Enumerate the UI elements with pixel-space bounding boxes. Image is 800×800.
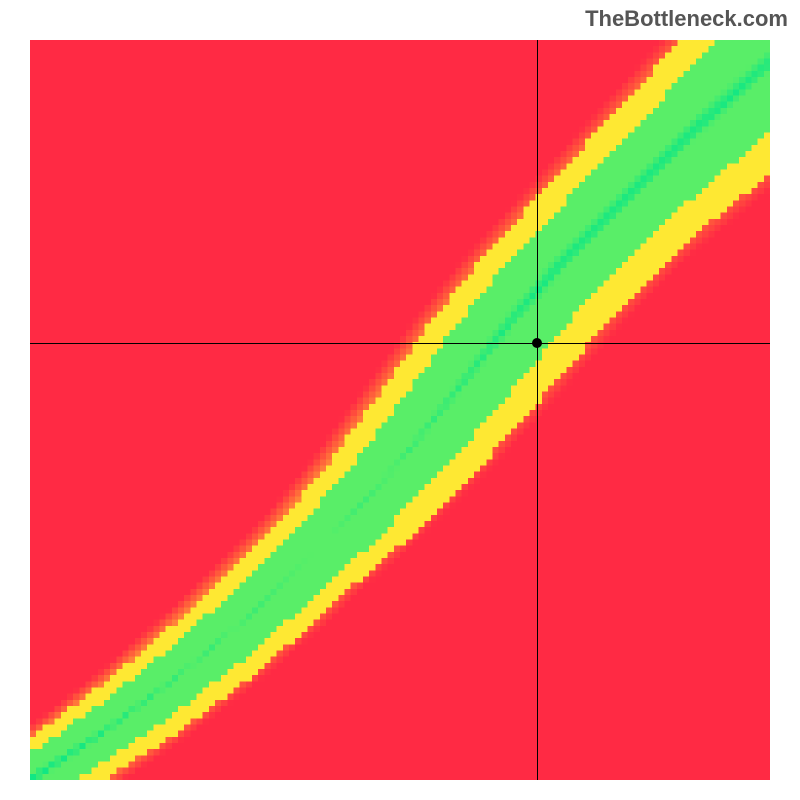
watermark-text: TheBottleneck.com: [585, 6, 788, 32]
crosshair-vertical: [537, 40, 538, 780]
crosshair-horizontal: [30, 343, 770, 344]
bottleneck-heatmap: [30, 40, 770, 780]
heatmap-canvas: [30, 40, 770, 780]
selected-point-marker: [532, 338, 542, 348]
